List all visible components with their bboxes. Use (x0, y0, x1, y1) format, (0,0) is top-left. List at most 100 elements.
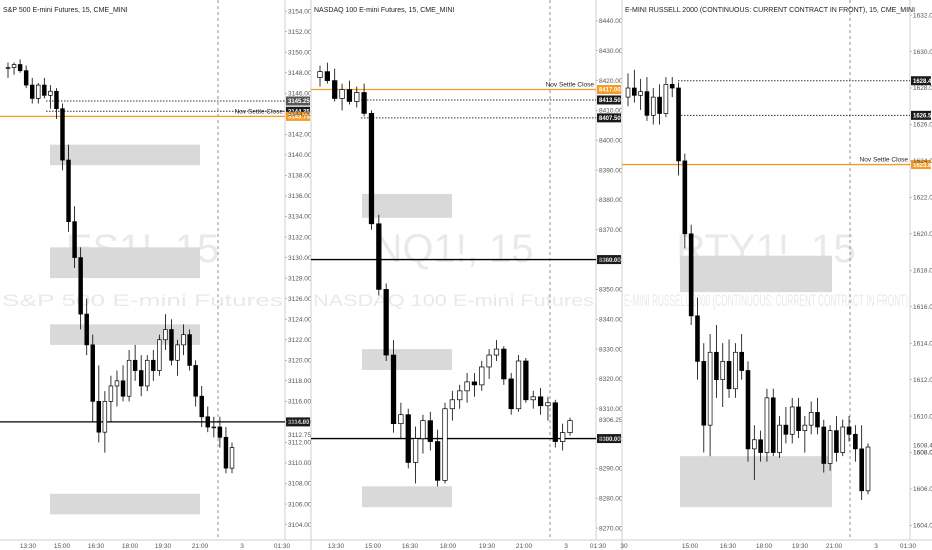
y-tick-label: 8360.00 (599, 257, 623, 264)
y-tick-label: 3118.00 (288, 378, 311, 385)
y-tick-label: 3140.00 (288, 152, 312, 159)
supply-demand-zone (680, 255, 832, 293)
candle-body (669, 84, 675, 89)
watermark-name: E-MINI RUSSELL 2000 (CONTINUOUS: CURRENT… (624, 291, 908, 310)
candle-body (650, 96, 656, 116)
candle-body (802, 424, 808, 431)
chart-panel-3: RTY1!, 15E-MINI RUSSELL 2000 (CONTINUOUS… (620, 0, 932, 550)
settle-close-note: Nov Settle Close (860, 157, 909, 164)
candle-body (560, 432, 566, 442)
candle-body (657, 96, 662, 114)
price-level-label: 3114.00 (288, 420, 310, 426)
y-tick-label: 3142.00 (288, 132, 312, 139)
candle-body (663, 84, 669, 114)
x-tick-label: 01:30 (900, 543, 917, 550)
y-tick-label: 8400.00 (599, 137, 623, 144)
watermark-name: S&P 500 E-mini Futures (2, 291, 283, 310)
candle-body (739, 351, 744, 371)
y-tick-label: 8300.00 (599, 436, 623, 443)
y-tick-label: 1624.0 (913, 158, 932, 165)
y-tick-label: 8370.00 (599, 227, 623, 234)
candle-body (695, 315, 700, 362)
candle-body (332, 80, 338, 99)
x-tick-label: 01:30 (274, 543, 291, 550)
candle-body (114, 380, 120, 387)
y-tick-label: 8340.00 (599, 316, 623, 323)
candle-body (783, 424, 789, 435)
candle-body (405, 414, 411, 463)
candle-body (217, 426, 223, 438)
y-tick-label: 8440.00 (599, 18, 623, 25)
y-tick-label: 8320.00 (599, 376, 623, 383)
x-tick-label: 15:00 (54, 543, 71, 550)
candle-body (567, 420, 573, 433)
y-tick-label: 1608.0 (913, 450, 932, 457)
candle-body (427, 420, 433, 442)
x-tick-label: 16:30 (88, 543, 105, 550)
candle-body (853, 433, 858, 450)
candle-body (707, 351, 713, 426)
candle-body (515, 360, 522, 410)
x-tick-label: 21:00 (516, 543, 533, 550)
current-price-label: 1608.4 (913, 442, 932, 449)
candle-body (72, 221, 77, 258)
candle-body (157, 339, 162, 371)
x-tick-label: 18:00 (756, 543, 773, 550)
candle-body (346, 89, 353, 102)
watermark-symbol: NQ1!, 15 (373, 227, 533, 271)
candle-body (682, 160, 688, 235)
y-tick-label: 1612.0 (913, 377, 932, 384)
candle-body (390, 354, 397, 425)
y-tick-label: 8410.00 (599, 108, 623, 115)
y-tick-label: 3132.00 (288, 234, 312, 241)
y-tick-label: 3120.00 (288, 357, 312, 364)
price-level-label: 8413.50 (599, 98, 621, 104)
candle-body (827, 430, 833, 464)
price-level-tag (597, 113, 621, 123)
supply-demand-zone (362, 349, 452, 370)
x-tick-label: 30 (620, 543, 628, 550)
y-tick-label: 1614.0 (913, 340, 932, 347)
candle-body (493, 348, 500, 356)
supply-demand-zone (362, 193, 452, 218)
y-tick-label: 1622.0 (913, 195, 932, 202)
candle-body (84, 313, 89, 346)
candle-body (205, 416, 211, 428)
y-tick-label: 3144.00 (288, 111, 312, 118)
candle-body (199, 395, 204, 418)
candle-body (29, 84, 35, 99)
price-level-tag (286, 417, 310, 427)
x-tick-label: 19:30 (155, 543, 172, 550)
candle-body (733, 351, 738, 390)
candle-body (339, 89, 345, 99)
y-tick-label: 8420.00 (599, 78, 623, 85)
price-level-tag (911, 76, 931, 86)
y-tick-label: 8290.00 (599, 466, 623, 473)
x-tick-label: 15:00 (682, 543, 699, 550)
y-tick-label: 1630.0 (913, 49, 932, 56)
settle-close-note: Nov Settle Close (235, 108, 284, 115)
candle-body (808, 412, 814, 426)
y-tick-label: 1626.0 (913, 122, 932, 129)
x-tick-label: 19:30 (792, 543, 809, 550)
candle-body (625, 87, 631, 98)
candle-body (361, 92, 367, 114)
candle-body (5, 67, 11, 69)
candle-body (66, 159, 71, 223)
y-tick-label: 3130.00 (288, 255, 312, 262)
candle-body (211, 426, 217, 429)
candle-body (420, 420, 426, 439)
watermark-name: NASDAQ 100 E-mini Futures (313, 291, 594, 310)
candle-body (376, 223, 382, 290)
y-tick-label: 3106.00 (288, 501, 312, 508)
y-tick-label: 3148.00 (288, 70, 312, 77)
x-tick-label: 21:00 (192, 543, 209, 550)
candle-body (132, 359, 138, 371)
candle-body (317, 71, 323, 78)
y-tick-label: 3124.00 (288, 316, 312, 323)
price-level-label: 8300.00 (599, 437, 621, 443)
y-tick-label: 3108.00 (288, 481, 312, 488)
candle-body (383, 289, 389, 356)
candle-body (676, 87, 681, 162)
candle-body (552, 402, 558, 442)
